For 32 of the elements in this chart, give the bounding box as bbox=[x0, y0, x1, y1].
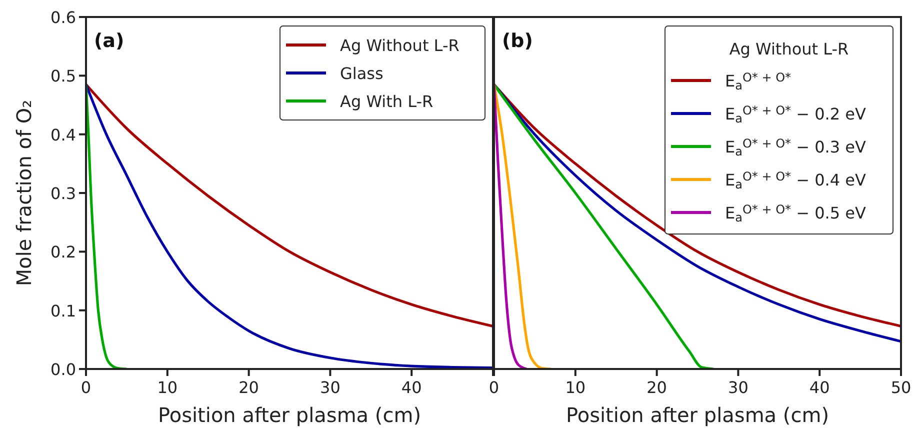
y-tick-label: 0.0 bbox=[50, 360, 76, 379]
x-tick-label: 40 bbox=[401, 378, 422, 397]
y-tick-label: 0.1 bbox=[50, 301, 76, 320]
annotation: (a) bbox=[94, 30, 124, 52]
y-tick-label: 0.6 bbox=[50, 8, 76, 27]
x-tick-label: 20 bbox=[238, 378, 259, 397]
x-axis-title: Position after plasma (cm) bbox=[566, 403, 830, 427]
x-tick-label: 50 bbox=[890, 378, 912, 397]
x-tick-label: 0 bbox=[80, 378, 92, 397]
y-tick-label: 0.2 bbox=[50, 242, 76, 262]
legend-label: Glass bbox=[340, 64, 384, 83]
x-tick-label: 30 bbox=[320, 378, 340, 397]
x-tick-label: 0 bbox=[488, 378, 500, 397]
annotation: (b) bbox=[502, 30, 533, 52]
legend-label: E$_{a}$$^{O* + O*}$ − 0.4 eV bbox=[725, 169, 866, 192]
legend-label: Ag Without L-R bbox=[340, 36, 460, 55]
legend-label: Ag With L-R bbox=[340, 92, 434, 111]
y-axis-title: Mole fraction of O₂ bbox=[12, 100, 36, 286]
x-axis-title: Position after plasma (cm) bbox=[158, 403, 422, 427]
y-tick-label: 0.4 bbox=[50, 125, 76, 144]
x-tick-label: 10 bbox=[157, 378, 178, 397]
x-tick-label: 40 bbox=[809, 378, 830, 397]
legend-title: Ag Without L-R bbox=[729, 39, 849, 58]
x-tick-label: 10 bbox=[565, 378, 586, 397]
line-series bbox=[86, 83, 128, 369]
y-tick-label: 0.5 bbox=[50, 66, 76, 86]
y-tick-label: 0.3 bbox=[50, 184, 76, 203]
x-tick-label: 20 bbox=[646, 378, 667, 397]
legend-label: E$_{a}$$^{O* + O*}$ − 0.2 eV bbox=[725, 103, 866, 126]
legend-label: E$_{a}$$^{O* + O*}$ − 0.5 eV bbox=[725, 202, 866, 224]
x-tick-label: 30 bbox=[728, 378, 748, 397]
legend-label: E$_{a}$$^{O* + O*}$ − 0.3 eV bbox=[725, 136, 866, 158]
